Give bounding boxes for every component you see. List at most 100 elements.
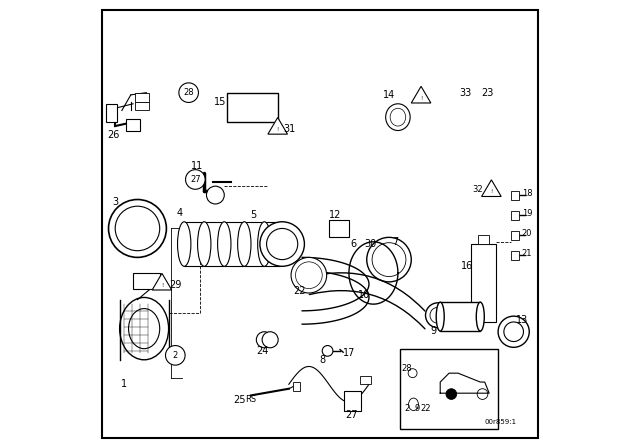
Ellipse shape: [408, 398, 419, 410]
Text: 19: 19: [522, 209, 532, 218]
Bar: [511, 211, 518, 220]
Circle shape: [260, 222, 305, 266]
Text: 11: 11: [191, 161, 204, 171]
Text: 28: 28: [183, 88, 194, 97]
Text: 20: 20: [522, 229, 532, 238]
Text: 13: 13: [516, 315, 529, 325]
Ellipse shape: [177, 222, 191, 266]
Bar: [478, 235, 489, 244]
Bar: [329, 220, 349, 237]
Bar: [293, 382, 300, 391]
Text: 29: 29: [169, 280, 182, 290]
Circle shape: [446, 389, 457, 400]
Circle shape: [477, 389, 488, 400]
Text: !: !: [490, 189, 493, 194]
Circle shape: [291, 258, 326, 293]
Polygon shape: [412, 86, 431, 103]
Circle shape: [430, 307, 446, 323]
Bar: [360, 376, 371, 384]
Text: 7: 7: [392, 237, 399, 247]
Ellipse shape: [237, 222, 251, 266]
Text: 27: 27: [345, 410, 357, 420]
Ellipse shape: [129, 309, 160, 349]
FancyBboxPatch shape: [102, 10, 538, 438]
Text: RS: RS: [245, 396, 257, 405]
Ellipse shape: [120, 297, 168, 360]
Text: 27: 27: [190, 175, 201, 184]
Text: 4: 4: [177, 208, 183, 218]
Polygon shape: [482, 180, 501, 197]
Circle shape: [166, 345, 185, 365]
Bar: [511, 251, 518, 260]
Bar: [106, 104, 117, 121]
Polygon shape: [152, 273, 172, 290]
Circle shape: [367, 237, 412, 282]
Circle shape: [372, 243, 406, 276]
Bar: [126, 119, 140, 130]
Ellipse shape: [258, 222, 271, 266]
Ellipse shape: [476, 302, 484, 331]
Text: 25: 25: [234, 395, 246, 405]
Text: 3: 3: [112, 197, 118, 207]
Text: 23: 23: [481, 88, 493, 98]
Bar: [400, 349, 498, 429]
Bar: [135, 93, 148, 102]
Text: 22: 22: [420, 404, 431, 413]
Text: 32: 32: [472, 185, 483, 194]
Circle shape: [267, 228, 298, 260]
Text: 9: 9: [415, 404, 420, 413]
Text: 18: 18: [522, 189, 532, 198]
Text: 28: 28: [401, 364, 412, 373]
Bar: [135, 103, 148, 111]
Text: 15: 15: [214, 97, 226, 107]
Text: 2: 2: [173, 351, 178, 360]
Text: 17: 17: [343, 348, 355, 358]
Circle shape: [115, 206, 160, 251]
Text: !: !: [161, 283, 163, 288]
Text: 10: 10: [358, 290, 371, 300]
Circle shape: [504, 322, 524, 341]
Circle shape: [408, 369, 417, 378]
Text: 26: 26: [107, 130, 119, 140]
Text: 24: 24: [256, 346, 268, 356]
Text: 16: 16: [461, 261, 473, 271]
Bar: [344, 391, 362, 411]
Circle shape: [262, 332, 278, 348]
Circle shape: [426, 303, 451, 328]
Ellipse shape: [390, 108, 406, 126]
Text: 14: 14: [383, 90, 395, 100]
Bar: [133, 273, 160, 289]
Text: 2: 2: [404, 404, 410, 413]
Bar: [511, 231, 518, 240]
Text: 21: 21: [522, 250, 532, 258]
Bar: [472, 244, 496, 322]
Text: !: !: [420, 95, 422, 101]
Ellipse shape: [386, 104, 410, 130]
Bar: [511, 190, 518, 199]
Ellipse shape: [198, 222, 211, 266]
Text: 31: 31: [284, 124, 296, 134]
Text: 8: 8: [319, 355, 325, 365]
Circle shape: [179, 83, 198, 103]
Circle shape: [322, 345, 333, 356]
Text: 00r859:1: 00r859:1: [484, 419, 517, 425]
Text: 30: 30: [365, 239, 377, 249]
Text: 1: 1: [121, 379, 127, 389]
Polygon shape: [268, 117, 287, 134]
Text: !: !: [276, 127, 279, 132]
Circle shape: [186, 170, 205, 189]
Bar: [440, 302, 480, 331]
Text: 9: 9: [431, 326, 436, 336]
Circle shape: [207, 186, 224, 204]
Circle shape: [498, 316, 529, 347]
Text: 22: 22: [294, 286, 306, 296]
Circle shape: [296, 262, 322, 289]
Text: 5: 5: [250, 210, 257, 220]
Text: 12: 12: [330, 210, 342, 220]
Text: 33: 33: [459, 88, 471, 98]
Ellipse shape: [436, 302, 444, 331]
Text: 6: 6: [350, 239, 356, 249]
Ellipse shape: [218, 222, 231, 266]
Circle shape: [257, 332, 273, 348]
Bar: [227, 93, 278, 121]
